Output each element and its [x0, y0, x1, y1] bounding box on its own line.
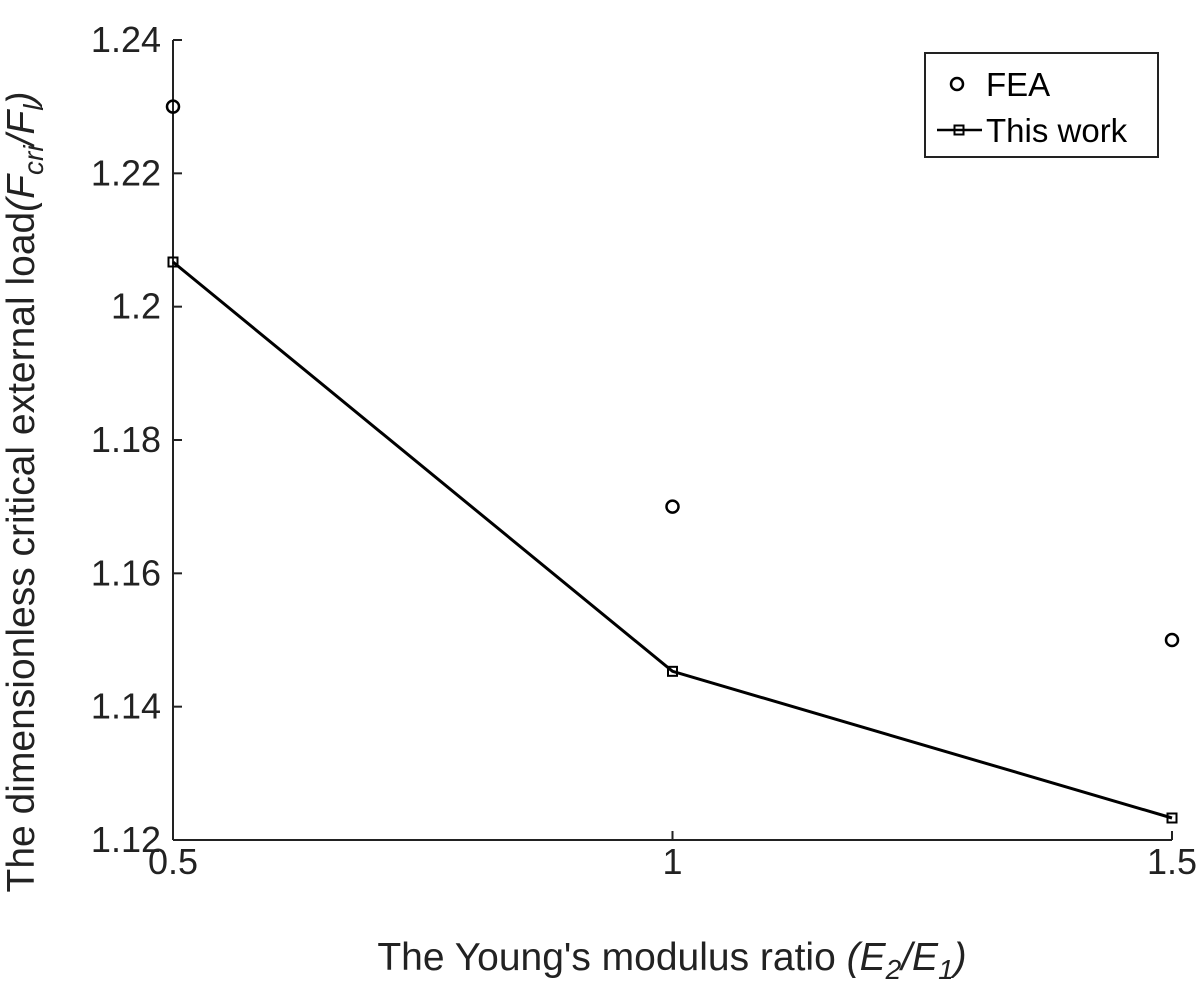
y-tick-label: 1.2: [111, 286, 161, 327]
this-work-point: [1166, 812, 1178, 824]
x-tick-label: 0.5: [148, 841, 198, 882]
y-tick-label: 1.12: [91, 819, 161, 860]
fea-point: [665, 499, 680, 514]
legend: FEA This work: [924, 52, 1159, 158]
legend-this-work-label: This work: [986, 112, 1128, 149]
y-tick-label: 1.22: [91, 152, 161, 193]
x-ticks: 0.5 1 1.5: [148, 831, 1197, 882]
legend-fea-marker: [949, 76, 965, 92]
series-layer: [165, 99, 1180, 824]
this-work-point: [167, 256, 179, 268]
y-axis-label: The dimensionless critical external load…: [0, 92, 49, 893]
x-axis-label: The Young's modulus ratio (E2/E1): [377, 936, 966, 981]
y-tick-label: 1.18: [91, 419, 161, 460]
y-tick-label: 1.24: [91, 19, 161, 60]
axes: [172, 40, 1172, 841]
x-tick-label: 1: [662, 841, 682, 882]
legend-fea-label: FEA: [986, 66, 1050, 103]
this-work-point: [667, 665, 678, 677]
y-ticks: 1.12 1.14 1.16 1.18 1.2 1.22 1.24: [91, 19, 182, 860]
y-tick-label: 1.14: [91, 686, 161, 727]
fea-point: [1164, 632, 1180, 648]
fea-point: [165, 99, 181, 114]
x-tick-label: 1.5: [1147, 841, 1197, 882]
legend-this-work-marker: [953, 124, 965, 136]
this-work-line: [172, 260, 1173, 820]
y-tick-label: 1.16: [91, 552, 161, 593]
legend-box: [924, 52, 1159, 158]
